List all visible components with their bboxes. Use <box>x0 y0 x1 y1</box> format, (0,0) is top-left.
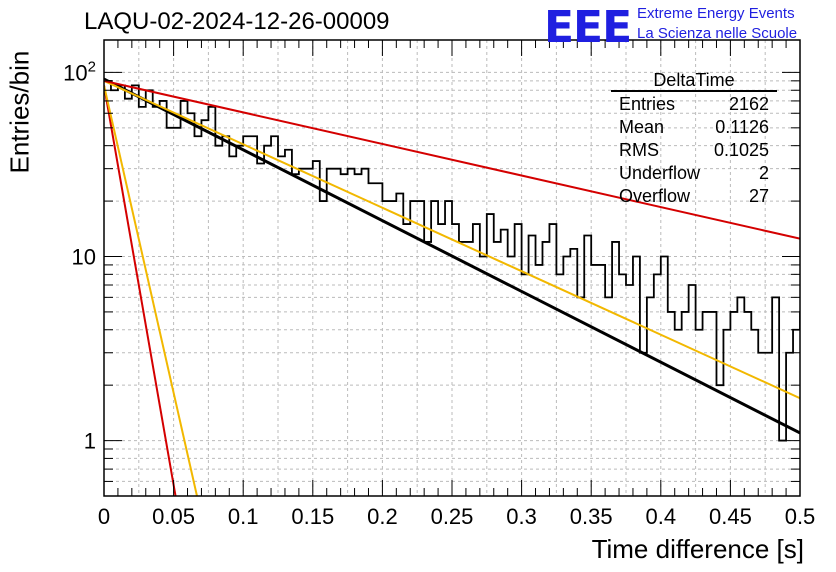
stats-label: Overflow <box>619 186 691 206</box>
fit-line-black <box>104 77 800 435</box>
histogram-series <box>104 79 800 442</box>
logo-line-2: La Scienza nelle Scuole <box>637 25 798 42</box>
stats-title: DeltaTime <box>653 70 735 90</box>
x-tick-label: 0.5 <box>785 504 816 529</box>
stats-value: 2162 <box>728 94 769 114</box>
x-tick-label: 0.1 <box>228 504 259 529</box>
stats-label: Underflow <box>619 163 701 183</box>
y-tick-label: 102 <box>63 58 96 85</box>
stats-row: Mean 0.1126 <box>611 116 777 139</box>
eee-logo: EEE <box>544 2 632 53</box>
x-tick-label: 0.2 <box>367 504 398 529</box>
stats-value: 2 <box>758 163 769 183</box>
x-tick-label: 0.05 <box>152 504 195 529</box>
x-tick-label: 0.35 <box>570 504 613 529</box>
fit-line-yellow <box>104 79 800 400</box>
stats-value: 0.1126 <box>715 117 769 137</box>
stats-label: Mean <box>619 117 665 137</box>
y-axis-label: Entries/bin <box>4 50 35 174</box>
x-tick-label: 0.3 <box>506 504 537 529</box>
fit-line-red <box>104 85 177 496</box>
stats-row: Entries 2162 <box>611 93 777 116</box>
stats-row: Underflow 2 <box>611 162 777 185</box>
plot-title: LAQU-02-2024-12-26-00009 <box>84 8 390 35</box>
stats-value: 0.1025 <box>713 140 769 160</box>
x-tick-label: 0 <box>98 504 110 529</box>
y-tick-label: 1 <box>84 429 96 454</box>
stats-box: DeltaTime Entries 2162 Mean 0.1126 RMS 0.10… <box>611 70 777 208</box>
x-tick-label: 0.25 <box>431 504 474 529</box>
x-tick-label: 0.4 <box>646 504 677 529</box>
stats-value: 27 <box>748 186 769 206</box>
stats-label: Entries <box>619 94 676 114</box>
x-axis-label: Time difference [s] <box>591 534 804 564</box>
x-tick-label: 0.15 <box>291 504 334 529</box>
stats-row: Overflow 27 <box>611 185 777 208</box>
stats-row: RMS 0.1025 <box>611 139 777 162</box>
fit-line-yellow <box>104 85 198 496</box>
logo-line-1: Extreme Energy Events <box>637 5 795 22</box>
stats-label: RMS <box>619 140 659 160</box>
fit-line-red <box>104 79 800 240</box>
y-tick-label: 10 <box>72 245 96 270</box>
x-tick-label: 0.45 <box>709 504 752 529</box>
